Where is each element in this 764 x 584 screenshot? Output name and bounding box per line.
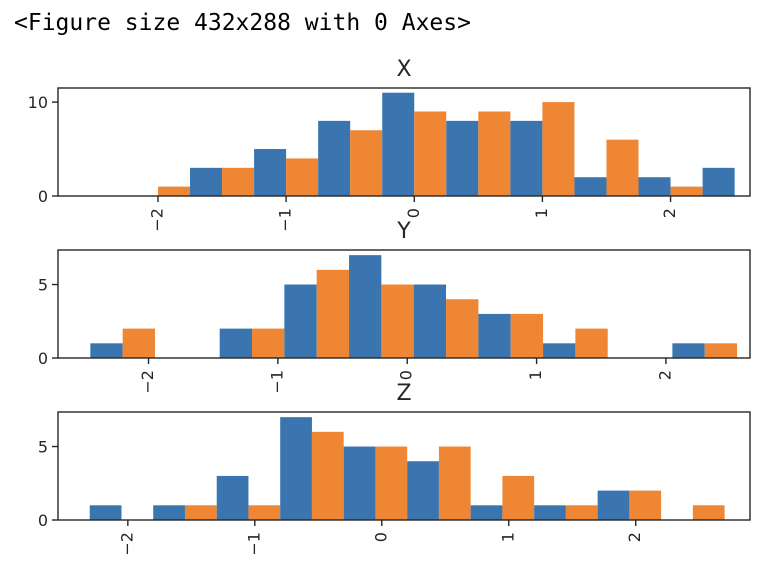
bar-y-s2-bin8 xyxy=(575,328,608,358)
bar-x-s1-bin7 xyxy=(510,120,543,196)
bar-x-s2-bin5 xyxy=(414,111,447,196)
axes-frame-z xyxy=(57,411,751,521)
ytick-label-y-0: 0 xyxy=(38,349,48,368)
bar-z-s2-bin4 xyxy=(311,431,344,520)
xtick-label-x--1: −1 xyxy=(276,208,295,232)
xtick-label-x--2: −2 xyxy=(147,208,166,232)
bar-x-s1-bin2 xyxy=(189,167,223,196)
xtick-label-x-0: 0 xyxy=(404,208,423,218)
axes-frame-x xyxy=(57,87,751,197)
bar-z-s2-bin2 xyxy=(184,505,217,520)
bar-y-s1-bin6 xyxy=(413,284,447,358)
bar-y-s1-bin5 xyxy=(349,255,382,358)
xtick-label-z-2: 2 xyxy=(625,532,644,542)
bar-x-s1-bin9 xyxy=(638,177,671,196)
bar-x-s2-bin9 xyxy=(670,186,703,196)
bar-y-s1-bin10 xyxy=(672,343,705,358)
bar-x-s2-bin6 xyxy=(478,111,511,196)
bar-y-s1-bin7 xyxy=(478,313,511,358)
bar-z-s2-bin10 xyxy=(692,505,725,520)
ytick-label-x-0: 0 xyxy=(38,187,48,206)
bar-z-s2-bin7 xyxy=(502,475,535,520)
ytick-label-y-5: 5 xyxy=(38,276,48,295)
bar-y-s2-bin10 xyxy=(704,343,738,358)
ytick-label-z-5: 5 xyxy=(38,438,48,457)
xtick-label-z-0: 0 xyxy=(371,532,390,542)
bar-z-s1-bin3 xyxy=(216,475,249,520)
bar-y-s2-bin6 xyxy=(446,299,479,358)
bar-y-s2-bin4 xyxy=(316,269,350,358)
ytick-label-z-0: 0 xyxy=(38,511,48,530)
bar-z-s2-bin9 xyxy=(629,490,662,520)
bar-y-s2-bin5 xyxy=(381,284,414,358)
bar-x-s2-bin2 xyxy=(222,167,255,196)
bar-z-s1-bin7 xyxy=(470,505,503,520)
bar-x-s1-bin8 xyxy=(574,177,607,196)
xtick-label-y--1: −1 xyxy=(267,370,286,394)
bar-x-s1-bin4 xyxy=(318,120,351,196)
bar-x-s2-bin1 xyxy=(157,186,190,196)
bar-y-s1-bin8 xyxy=(543,343,576,358)
xtick-label-y-0: 0 xyxy=(397,370,416,380)
bar-y-s1-bin4 xyxy=(284,284,317,358)
bar-x-s1-bin6 xyxy=(446,120,479,196)
bar-x-s1-bin10 xyxy=(702,167,735,196)
xtick-label-z--1: −1 xyxy=(244,532,263,556)
bar-x-s2-bin7 xyxy=(542,102,575,196)
bar-z-s2-bin6 xyxy=(438,446,471,520)
bar-z-s1-bin2 xyxy=(153,505,185,520)
bar-x-s1-bin3 xyxy=(254,149,287,196)
bar-z-s1-bin6 xyxy=(407,461,439,520)
xtick-label-y-1: 1 xyxy=(526,370,545,380)
bar-z-s1-bin1 xyxy=(89,505,122,520)
bar-z-s2-bin8 xyxy=(565,505,598,520)
bar-y-s1-bin3 xyxy=(219,328,253,358)
bar-z-s2-bin3 xyxy=(248,505,281,520)
bar-y-s2-bin3 xyxy=(252,328,285,358)
bar-y-s1-bin1 xyxy=(90,343,123,358)
xtick-label-y--2: −2 xyxy=(138,370,157,394)
bar-y-s2-bin1 xyxy=(122,328,156,358)
bar-z-s1-bin4 xyxy=(280,417,312,520)
bar-z-s1-bin9 xyxy=(597,490,630,520)
bar-y-s2-bin7 xyxy=(510,313,544,358)
bar-z-s1-bin8 xyxy=(534,505,566,520)
xtick-label-y-2: 2 xyxy=(655,370,674,380)
axes-title-y: Y xyxy=(396,219,411,244)
xtick-label-z-1: 1 xyxy=(498,532,517,542)
axes-title-z: Z xyxy=(396,381,411,406)
cell-output-text: <Figure size 432x288 with 0 Axes> xyxy=(14,10,471,36)
bar-z-s1-bin5 xyxy=(343,446,376,520)
ytick-label-x-10: 10 xyxy=(28,93,48,112)
xtick-label-z--2: −2 xyxy=(117,532,136,556)
bar-x-s1-bin5 xyxy=(382,92,415,196)
axes-frame-y xyxy=(57,249,751,359)
bar-x-s2-bin3 xyxy=(286,158,319,196)
bar-z-s2-bin5 xyxy=(375,446,408,520)
bar-x-s2-bin8 xyxy=(606,139,639,196)
axes-title-x: X xyxy=(396,57,411,82)
xtick-label-x-1: 1 xyxy=(532,208,551,218)
xtick-label-x-2: 2 xyxy=(660,208,679,218)
bar-x-s2-bin4 xyxy=(350,130,383,196)
